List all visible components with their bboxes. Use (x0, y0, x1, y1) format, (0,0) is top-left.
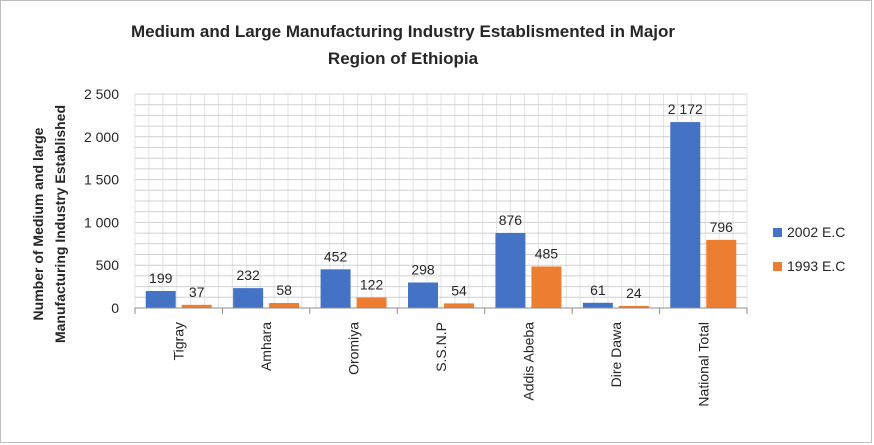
bar-series-2 (706, 239, 737, 308)
bar-series-2 (618, 305, 649, 308)
data-label: 452 (324, 248, 348, 264)
category-label: National Total (695, 322, 711, 407)
data-label: 298 (411, 261, 435, 277)
category-label: Addis Abeba (520, 322, 536, 401)
data-label: 24 (626, 285, 642, 301)
data-label: 876 (499, 212, 523, 228)
bar-series-1 (233, 288, 264, 308)
bar-series-2 (181, 304, 212, 308)
bar-series-2 (531, 266, 562, 308)
category-label: Amhara (258, 322, 274, 371)
data-label: 485 (535, 245, 559, 261)
gridlines (134, 93, 748, 309)
data-label: 232 (236, 267, 260, 283)
data-label: 199 (149, 270, 173, 286)
data-label: 37 (189, 284, 205, 300)
y-axis-title-line-1: Number of Medium and large (30, 127, 46, 320)
y-tick-label: 2 000 (84, 129, 119, 145)
bar-series-1 (145, 290, 176, 308)
bar-series-1 (495, 233, 526, 308)
bar-series-1 (320, 269, 351, 308)
y-tick-label: 1 500 (84, 172, 119, 188)
bar-series-2 (356, 297, 387, 308)
data-label: 54 (451, 282, 467, 298)
data-labels: 199 37 232 58 452 122 298 54 876 485 61 24 2 172 796 (149, 101, 733, 301)
chart-title: Medium and Large Manufacturing Industry … (131, 22, 675, 68)
y-tick-label: 0 (111, 300, 119, 316)
category-label: Dire Dawa (608, 322, 624, 388)
bar-series-1 (670, 122, 701, 308)
x-axis (134, 307, 748, 314)
legend-swatch (773, 262, 782, 271)
y-axis-ticks: 0 500 1 000 1 500 2 000 2 500 (84, 86, 119, 316)
y-tick-label: 1 000 (84, 214, 119, 230)
bar-series-2 (444, 303, 474, 308)
data-label: 796 (710, 219, 734, 235)
bar-series-1 (582, 302, 613, 308)
data-label: 2 172 (668, 101, 703, 117)
data-label: 61 (590, 282, 606, 298)
chart-title-line-1: Medium and Large Manufacturing Industry … (131, 22, 675, 41)
legend-swatch (773, 228, 782, 237)
y-tick-label: 2 500 (84, 86, 119, 102)
category-label: S.S.N.P (433, 322, 449, 372)
bar-series-1 (408, 282, 438, 308)
bar-series-2 (269, 303, 300, 308)
y-axis-title-line-2: Manufacturing Industry Established (52, 105, 68, 343)
category-label: Tigray (171, 322, 187, 360)
legend-label: 2002 E.C (787, 224, 845, 240)
legend: 2002 E.C 1993 E.C (773, 224, 845, 274)
data-label: 58 (276, 282, 292, 298)
category-labels: Tigray Amhara Oromiya S.S.N.P Addis Abeba Dir… (171, 322, 712, 407)
y-tick-label: 500 (96, 257, 120, 273)
category-label: Oromiya (346, 322, 362, 375)
y-axis-title: Number of Medium and large Manufacturing… (30, 105, 68, 343)
bars (145, 122, 737, 308)
chart-title-line-2: Region of Ethiopia (328, 49, 479, 68)
data-label: 122 (360, 277, 384, 293)
legend-label: 1993 E.C (787, 258, 845, 274)
